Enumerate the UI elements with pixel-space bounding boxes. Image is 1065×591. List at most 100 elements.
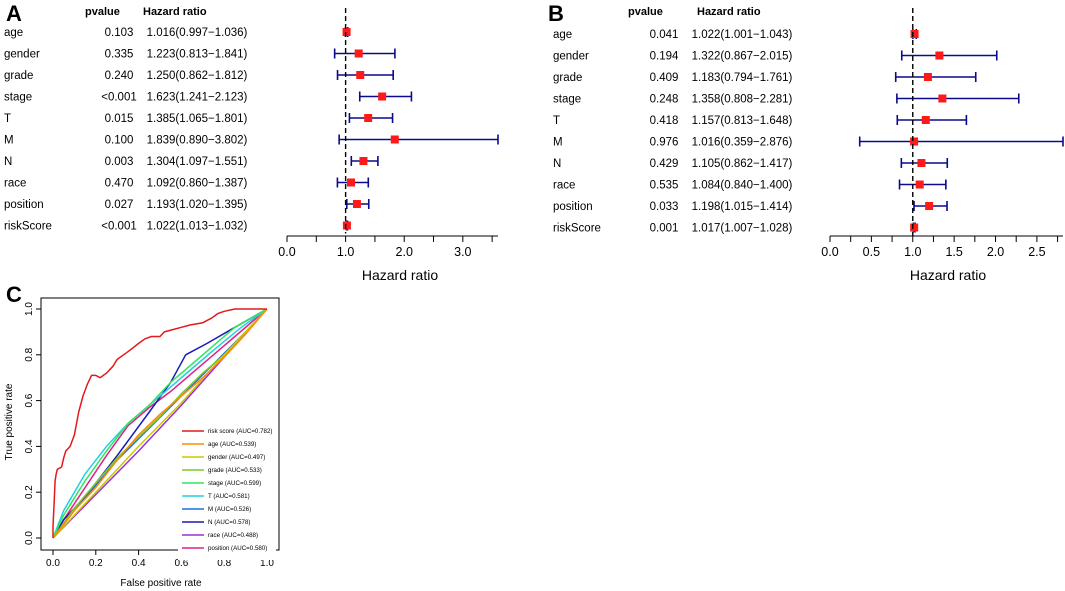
forest-a-row-hr-text: 1.385(1.065−1.801) [147,113,248,125]
forest-b-row-pvalue: 0.976 [650,137,679,149]
forest-a-hr-box [390,135,399,144]
forest-a-tick-label: 1.0 [337,245,354,259]
forest-b-row-hr-text: 1.022(1.001−1.043) [692,29,793,41]
forest-b-hr-box [925,202,934,210]
forest-a-row-hr-text: 1.016(0.997−1.036) [147,27,248,39]
forest-b-row-hr-text: 1.322(0.867−2.015) [692,51,793,63]
forest-b-tick-label: 2.5 [1028,245,1045,259]
roc-curve-line [52,308,268,539]
forest-a-hr-box [352,200,361,208]
forest-b-pvalue-header: pvalue [628,6,663,18]
roc-legend-label: M (AUC=0.526) [208,506,251,513]
forest-a-xlabel: Hazard ratio [362,267,438,283]
roc-x-tick-label: 1.0 [260,558,274,569]
forest-a-hr-box [359,157,368,165]
forest-b-row-pvalue: 0.194 [650,51,679,63]
roc-x-tick-label: 0.0 [46,558,60,569]
forest-a-tick-label: 2.0 [396,245,413,259]
forest-b-hr-box [915,180,924,189]
forest-a-row-pvalue: 0.100 [105,135,134,147]
forest-a-hr-box [354,49,363,58]
roc-curve-line [52,308,268,539]
roc-y-tick-label: 1.0 [24,302,35,316]
forest-b-row-hr-text: 1.198(1.015−1.414) [692,201,793,213]
forest-a-row-label: grade [4,70,33,82]
forest-a-row-hr-text: 1.092(0.860−1.387) [147,178,248,190]
forest-b-hr-box [923,73,932,81]
roc-legend-label: risk score (AUC=0.782) [208,428,272,435]
forest-b-row-hr-text: 1.016(0.359−2.876) [692,137,793,149]
roc-legend-box [178,424,276,560]
roc-y-tick-label: 0.2 [24,485,35,499]
forest-a-hr-box [347,178,356,187]
roc-xlabel: False positive rate [120,578,202,589]
forest-a-hr-box [378,92,387,101]
forest-b-row-label: T [553,115,560,127]
forest-b-tick-label: 2.0 [987,245,1004,259]
forest-a-row-label: race [4,178,26,190]
forest-b-row-hr-text: 1.183(0.794−1.761) [692,72,793,84]
forest-b-hr-box [910,30,919,38]
forest-a-pvalue-header: pvalue [85,6,120,18]
panel-letter-a: A [6,1,22,26]
forest-a-row-hr-text: 1.839(0.890−3.802) [147,135,248,147]
forest-a-hr-box [364,114,373,122]
forest-b-row-pvalue: 0.535 [650,180,679,192]
roc-legend-label: gender (AUC=0.497) [208,454,265,461]
forest-a-row-hr-text: 1.304(1.097−1.551) [147,156,248,168]
forest-b-row-label: M [553,137,563,149]
forest-b-row-pvalue: 0.429 [650,158,679,170]
forest-a-row-label: riskScore [4,221,52,233]
panel-letter-b: B [548,1,564,26]
forest-b-row-label: grade [553,72,582,84]
forest-a-row-pvalue: 0.335 [105,49,134,61]
forest-a-hr-box [342,28,351,36]
roc-legend-label: age (AUC=0.539) [208,441,256,448]
forest-b-row-pvalue: 0.409 [650,72,679,84]
forest-b-hr-box [935,51,944,60]
forest-a-hr-box [356,71,365,79]
roc-y-tick-label: 0.4 [24,439,35,453]
forest-b-row-pvalue: 0.001 [650,223,679,235]
forest-b-row-hr-text: 1.157(0.813−1.648) [692,115,793,127]
forest-b-hr-box [921,116,930,124]
forest-a-row-pvalue: 0.027 [105,199,134,211]
roc-x-tick-label: 0.8 [217,558,231,569]
forest-b-tick-label: 1.5 [945,245,962,259]
forest-a-row-hr-text: 1.193(1.020−1.395) [147,199,248,211]
forest-a-row-label: age [4,27,23,39]
forest-b-row-hr-text: 1.084(0.840−1.400) [692,180,793,192]
roc-x-tick-label: 0.4 [132,558,146,569]
panel-letter-c: C [6,282,22,307]
forest-b-hr-box [910,223,919,232]
roc-y-tick-label: 0.6 [24,393,35,407]
roc-ylabel: True positive rate [4,383,15,460]
forest-b-row-label: age [553,29,572,41]
roc-legend-label: stage (AUC=0.599) [208,480,261,487]
roc-curve-line [52,308,267,538]
roc-curve-line [52,308,268,539]
roc-x-tick-label: 0.6 [174,558,188,569]
forest-a-row-label: stage [4,92,32,104]
forest-a-row-label: T [4,113,11,125]
roc-legend-label: race (AUC=0.488) [208,532,258,539]
forest-a-row-pvalue: 0.015 [105,113,134,125]
forest-b-row-hr-text: 1.358(0.808−2.281) [692,94,793,106]
roc-x-tick-label: 0.2 [89,558,103,569]
forest-a-row-pvalue: 0.470 [105,178,134,190]
forest-a-row-pvalue: <0.001 [101,221,137,233]
forest-b-xlabel: Hazard ratio [910,267,986,283]
roc-legend-label: grade (AUC=0.533) [208,467,262,474]
forest-a-hr-box [342,221,351,230]
forest-b-row-pvalue: 0.041 [650,29,679,41]
forest-b-row-label: riskScore [553,223,601,235]
forest-a-row-hr-text: 1.223(0.813−1.841) [147,49,248,61]
forest-b-row-pvalue: 0.033 [650,201,679,213]
forest-a-row-hr-text: 1.623(1.241−2.123) [147,92,248,104]
forest-a-row-label: position [4,199,44,211]
forest-b-tick-label: 0.5 [863,245,880,259]
roc-legend-label: N (AUC=0.578) [208,519,250,526]
forest-b-tick-label: 0.0 [821,245,838,259]
roc-y-tick-label: 0.8 [24,347,35,361]
forest-b-row-label: position [553,201,593,213]
